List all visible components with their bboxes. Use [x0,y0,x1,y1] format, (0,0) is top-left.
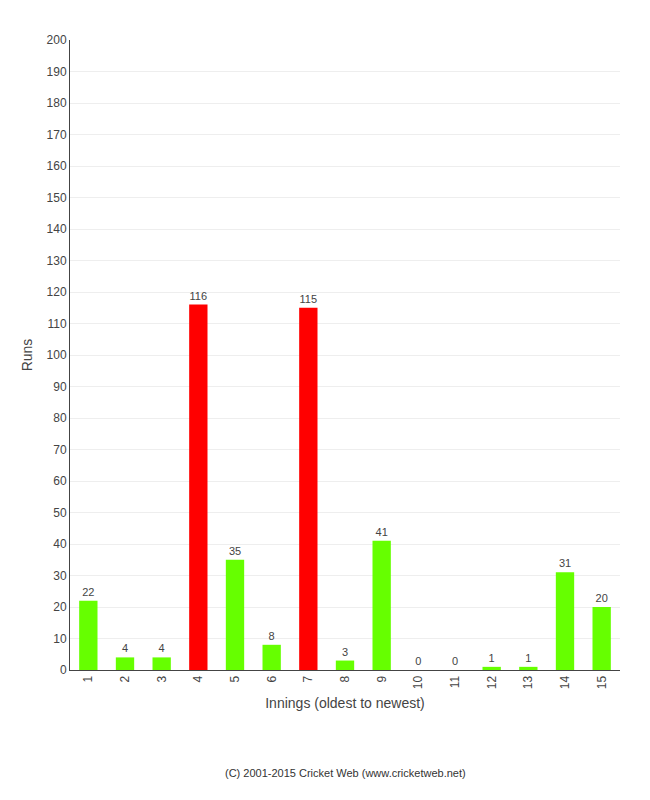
svg-text:1: 1 [81,675,95,682]
svg-text:50: 50 [53,506,67,520]
svg-text:10: 10 [53,632,67,646]
svg-text:7: 7 [301,675,315,682]
svg-text:180: 180 [47,96,67,110]
svg-text:0: 0 [60,663,67,677]
svg-text:80: 80 [53,411,67,425]
svg-text:140: 140 [47,222,67,236]
svg-text:6: 6 [265,675,279,682]
svg-text:40: 40 [53,537,67,551]
svg-text:2: 2 [118,675,132,682]
svg-text:0: 0 [452,655,458,667]
svg-text:0: 0 [415,655,421,667]
svg-text:110: 110 [47,317,66,331]
svg-text:41: 41 [376,526,388,538]
svg-text:20: 20 [596,592,608,604]
svg-text:200: 200 [47,33,67,47]
svg-text:22: 22 [82,586,94,598]
svg-text:115: 115 [300,293,318,305]
svg-text:20: 20 [53,600,67,614]
svg-text:1: 1 [525,652,531,664]
svg-text:11: 11 [448,675,462,688]
svg-text:30: 30 [53,569,67,583]
svg-text:15: 15 [595,675,609,689]
svg-text:3: 3 [342,646,348,658]
svg-text:160: 160 [47,159,67,173]
svg-text:8: 8 [338,675,352,682]
svg-text:14: 14 [558,675,572,689]
svg-text:170: 170 [47,128,67,142]
svg-text:190: 190 [47,65,67,79]
svg-text:120: 120 [47,285,67,299]
svg-text:70: 70 [53,443,67,457]
svg-text:35: 35 [229,545,241,557]
svg-text:31: 31 [559,557,571,569]
svg-text:150: 150 [47,191,67,205]
svg-text:5: 5 [228,675,242,682]
svg-text:13: 13 [521,675,535,689]
svg-text:100: 100 [47,348,67,362]
svg-text:Innings (oldest to newest): Innings (oldest to newest) [265,695,425,711]
svg-text:4: 4 [122,642,128,654]
svg-text:4: 4 [191,675,205,682]
svg-text:8: 8 [269,630,275,642]
svg-text:10: 10 [411,675,425,689]
svg-text:130: 130 [47,254,67,268]
svg-text:90: 90 [53,380,67,394]
svg-text:60: 60 [53,474,67,488]
svg-text:(C) 2001-2015 Cricket Web (www: (C) 2001-2015 Cricket Web (www.cricketwe… [225,767,466,779]
svg-text:Runs: Runs [19,339,35,372]
svg-text:9: 9 [375,675,389,682]
svg-text:116: 116 [190,290,208,302]
svg-text:4: 4 [159,642,165,654]
svg-text:1: 1 [489,652,495,664]
svg-text:12: 12 [485,675,499,689]
svg-text:3: 3 [155,675,169,682]
